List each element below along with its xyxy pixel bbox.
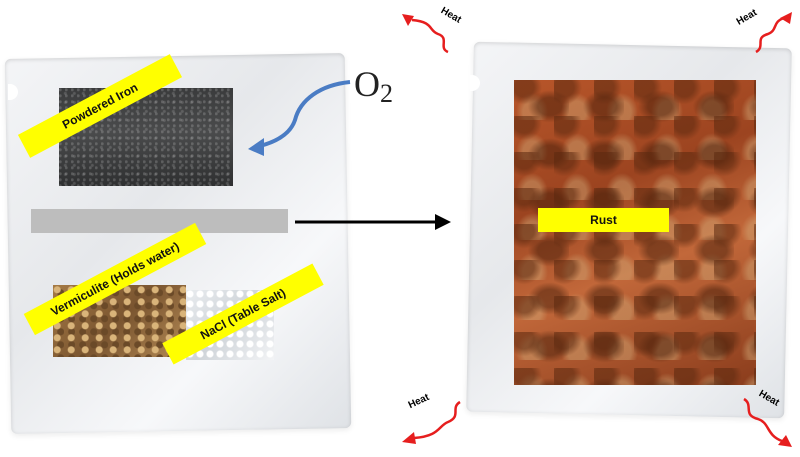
oxygen-curved-arrow-icon xyxy=(248,80,351,156)
reaction-arrow-icon xyxy=(295,214,451,230)
heat-wavy-arrow-icon xyxy=(755,12,792,54)
heat-wavy-arrow-icon xyxy=(402,400,461,444)
packet-notch xyxy=(8,84,18,100)
heat-wavy-arrow-icon xyxy=(402,14,449,54)
oxygen-formula: O2 xyxy=(354,66,393,107)
rust-label: Rust xyxy=(538,208,669,232)
heat-wavy-arrow-icon xyxy=(743,397,792,447)
packet-divider xyxy=(31,209,288,233)
rust-image xyxy=(514,80,756,385)
packet-notch xyxy=(470,75,480,91)
oxygen-subscript: 2 xyxy=(380,79,393,108)
oxygen-symbol: O xyxy=(354,64,380,104)
